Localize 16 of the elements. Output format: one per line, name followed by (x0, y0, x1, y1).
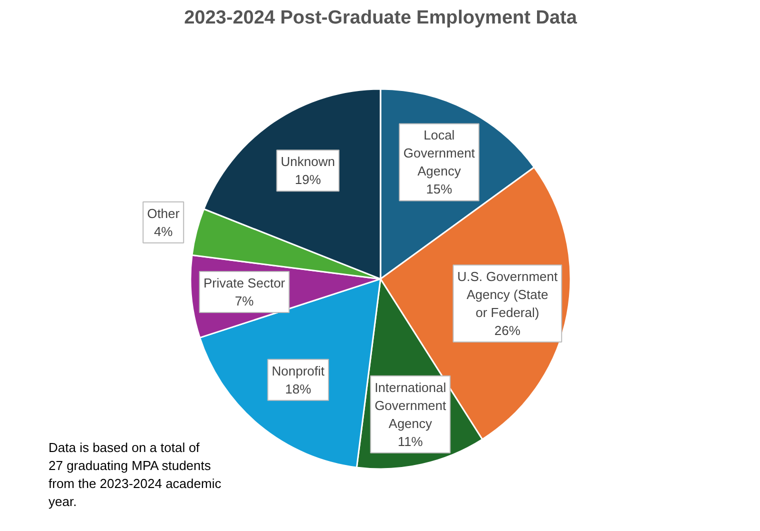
data-label: 7% (234, 294, 254, 309)
slice-label: International Government Agency (374, 380, 446, 431)
data-label: 15% (426, 182, 453, 197)
slice-label: Nonprofit (272, 363, 325, 378)
data-label: 18% (285, 381, 312, 396)
data-label: 11% (398, 434, 424, 449)
data-label: 19% (294, 172, 322, 188)
data-label: 26% (494, 323, 521, 338)
text: Data is based on a total of 27 graduating MPA students from the 2023-2024 academic year. (48, 440, 222, 510)
data-label: 4% (154, 224, 174, 239)
chart-title: 2023-2024 Post-Graduate Employment Data (184, 8, 578, 28)
slice-label: Other (147, 206, 180, 221)
slice-label: Local Government Agency (403, 128, 476, 179)
slice-label: Private Sector (203, 276, 286, 291)
slice-label: Unknown (280, 154, 335, 170)
slice-label: U.S. Government Agency (State or Federal) (457, 269, 558, 320)
